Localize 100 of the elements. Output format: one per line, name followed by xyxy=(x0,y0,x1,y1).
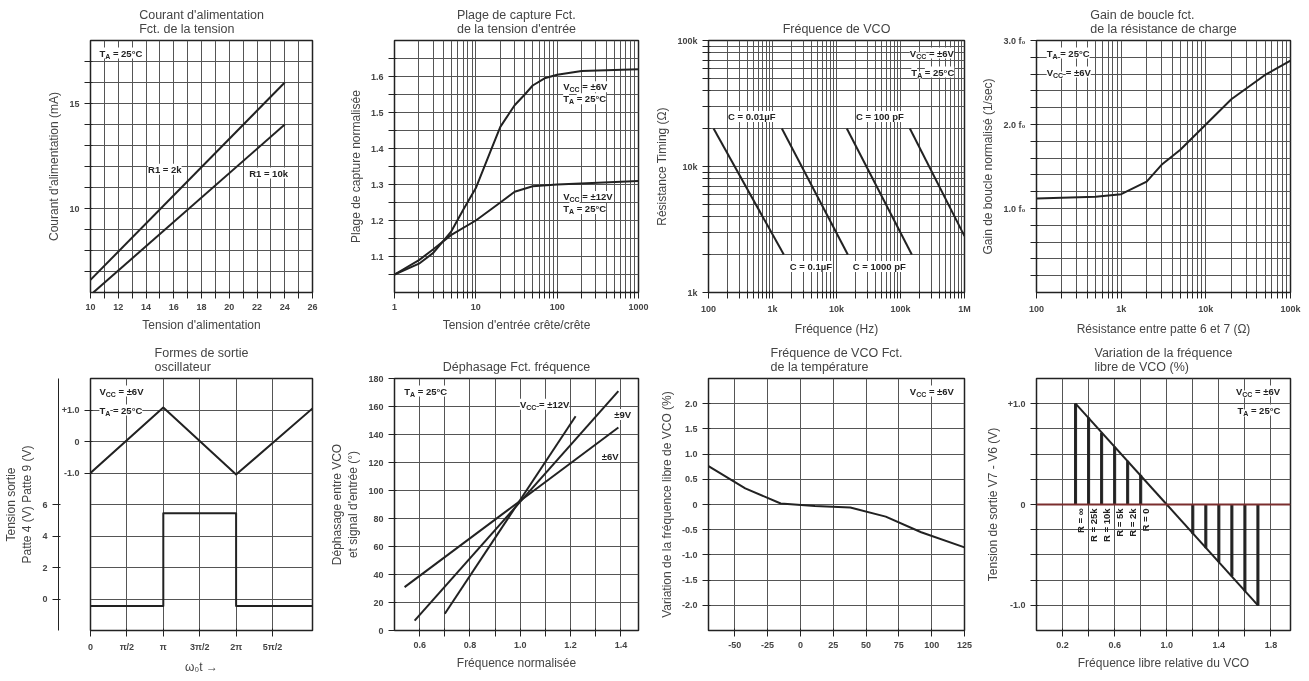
annotation: R = 5k xyxy=(1114,507,1126,537)
y-tick-label: 180 xyxy=(368,373,384,384)
x-tick-label: 0 xyxy=(797,639,803,650)
chart-title: Fréquence de VCO xyxy=(782,21,891,36)
y-axis-title: Tension de sortie V7 - V6 (V) xyxy=(985,427,1000,582)
x-tick-label: 0.8 xyxy=(463,639,477,650)
chart-title: Gain de boucle fct. de la résistance de charge xyxy=(1090,7,1237,36)
y-axis-title: Gain de boucle normalisé (1/sec) xyxy=(981,78,996,255)
x-tick-label: 0.6 xyxy=(1108,639,1121,650)
chart-title: Formes de sortie oscillateur xyxy=(154,345,249,374)
y-tick-label: +1.0 xyxy=(1007,398,1026,409)
y-tick-label: -1.5 xyxy=(681,575,698,586)
x-tick-label: 16 xyxy=(168,301,179,312)
x-tick-label: 25 xyxy=(828,639,839,650)
x-tick-label: 0.6 xyxy=(413,639,426,650)
x-tick-label: 14 xyxy=(140,301,152,312)
x-tick-label: 18 xyxy=(196,301,207,312)
y-tick-label: 2.0 xyxy=(684,398,698,409)
y-tick-label: 20 xyxy=(373,597,384,608)
x-tick-label: 1.0 xyxy=(514,639,527,650)
x-tick-label: 3π/2 xyxy=(190,641,210,652)
chart-title: Variation de la fréquence libre de VCO (%) xyxy=(1094,345,1233,374)
x-tick-label: 1.8 xyxy=(1264,639,1278,650)
x-tick-label: 1k xyxy=(767,303,779,314)
x-tick-label: 75 xyxy=(893,639,904,650)
annotation: C = 0.01µF xyxy=(728,111,776,123)
y-tick-label: 10k xyxy=(682,161,699,172)
x-tick-label: 100k xyxy=(890,303,912,314)
x-axis-title: Fréquence normalisée xyxy=(456,655,577,670)
x-tick-label: 50 xyxy=(861,639,872,650)
x-tick-label: 10k xyxy=(828,303,845,314)
y-tick-label: 1.2 xyxy=(370,215,384,226)
y-axis-title: Variation de la fréquence libre de VCO (%) xyxy=(659,391,674,618)
y-tick-label: 160 xyxy=(368,401,384,412)
x-axis-title: Tension d'entrée crête/crête xyxy=(442,317,591,332)
y-tick-label: -1.0 xyxy=(1009,600,1026,611)
y-tick-label: -1.0 xyxy=(681,549,698,560)
x-tick-label: 2π xyxy=(230,641,243,652)
x-tick-label: 100 xyxy=(924,639,940,650)
x-tick-label: 22 xyxy=(251,301,263,312)
x-tick-label: 1M xyxy=(958,303,971,314)
y-axis-title: Tension sortie Patte 4 (V) Patte 9 (V) xyxy=(3,445,35,564)
x-axis-title: ω₀t → xyxy=(184,659,219,674)
chart-title: Plage de capture Fct. de la tension d'entrée xyxy=(456,7,577,36)
x-tick-label: 20 xyxy=(224,301,235,312)
y-tick-label: -0.5 xyxy=(681,524,698,535)
x-axis-title: Fréquence (Hz) xyxy=(794,321,879,336)
x-axis-title: Tension d'alimentation xyxy=(142,317,261,332)
chart-title: Courant d'alimentation Fct. de la tension xyxy=(139,7,264,36)
y-tick-label: 140 xyxy=(368,429,384,440)
annotation: C = 100 pF xyxy=(856,111,905,123)
y-tick-label: 1.1 xyxy=(370,251,384,262)
y-tick-label: 2 xyxy=(42,562,48,573)
x-tick-label: -25 xyxy=(761,639,775,650)
y-tick-label: 0 xyxy=(692,499,698,510)
annotation: ±9V xyxy=(614,408,632,420)
y-axis-title: Déphasage entre VCO et signal d'entrée (°) xyxy=(329,443,361,566)
y-tick-label: 0 xyxy=(42,594,48,604)
x-tick-label: π xyxy=(159,641,167,652)
x-tick-label: 1 xyxy=(392,301,398,312)
x-tick-label: 100 xyxy=(549,301,565,312)
y-axis-title: Courant d'alimentation (mA) xyxy=(47,91,62,242)
y-tick-label: 80 xyxy=(373,513,384,524)
x-tick-label: 10k xyxy=(1198,303,1215,314)
x-tick-label: -50 xyxy=(728,639,742,650)
y-tick-label: 40 xyxy=(373,569,384,580)
y-tick-label: 1.5 xyxy=(370,107,384,118)
y-tick-label: 0 xyxy=(378,625,384,636)
y-tick-label: 1.0 f₀ xyxy=(1003,203,1026,214)
annotation: R = ∞ xyxy=(1075,508,1087,533)
y-axis-title: Plage de capture normalisée xyxy=(348,89,363,243)
annotation: R1 = 2k xyxy=(148,163,183,175)
y-tick-label: 6 xyxy=(42,499,48,510)
x-axis-title: Résistance entre patte 6 et 7 (Ω) xyxy=(1076,321,1251,336)
y-tick-label: 4 xyxy=(42,531,48,541)
annotation: C = 0.1µF xyxy=(789,261,833,273)
annotation: R1 = 10k xyxy=(249,167,289,179)
y-tick-label: 60 xyxy=(373,541,384,552)
x-tick-label: 1.0 xyxy=(1160,639,1174,650)
x-tick-label: 1.2 xyxy=(564,639,577,650)
y-tick-label: 120 xyxy=(368,457,384,468)
y-tick-label: 2.0 f₀ xyxy=(1003,119,1026,130)
x-tick-label: 1.4 xyxy=(614,639,628,650)
x-tick-label: 1.4 xyxy=(1212,639,1226,650)
annotation: R = 25k xyxy=(1088,507,1100,543)
x-tick-label: 10 xyxy=(470,301,481,312)
x-tick-label: 12 xyxy=(113,301,124,312)
y-tick-label: 100 xyxy=(368,485,384,496)
annotation: R = 10k xyxy=(1101,507,1113,543)
y-tick-label: 0 xyxy=(1020,499,1026,510)
x-tick-label: 24 xyxy=(279,301,290,312)
annotation: ±6V xyxy=(601,450,620,462)
x-tick-label: 0 xyxy=(88,641,94,652)
x-tick-label: 100 xyxy=(700,303,717,314)
chart-title: Fréquence de VCO Fct. de la température xyxy=(770,345,903,374)
y-tick-label: 1.0 xyxy=(684,449,698,460)
y-tick-label: -2.0 xyxy=(681,600,698,611)
x-tick-label: π/2 xyxy=(119,641,135,652)
x-tick-label: 1k xyxy=(1116,303,1128,314)
y-tick-label: 100k xyxy=(677,35,699,46)
